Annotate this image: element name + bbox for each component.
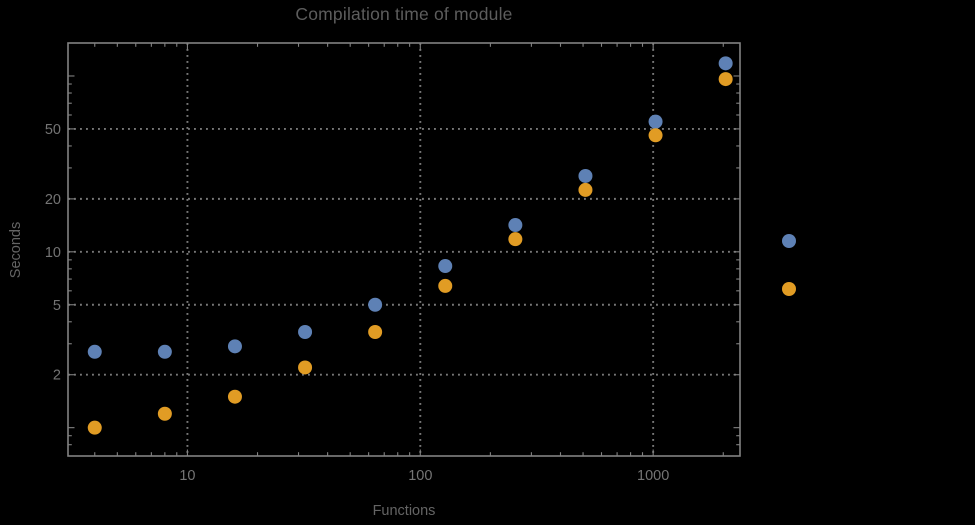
y-tick-label: 10 xyxy=(45,245,61,261)
data-point-series-2-orange xyxy=(508,232,523,247)
data-point-series-1-blue xyxy=(298,324,313,339)
x-tick-label: 1000 xyxy=(637,468,669,484)
y-tick-label: 20 xyxy=(45,192,61,208)
chart-title: Compilation time of module xyxy=(295,4,513,24)
x-tick-label: 100 xyxy=(408,468,432,484)
data-point-series-1-blue xyxy=(648,114,663,129)
data-point-series-2-orange xyxy=(157,406,172,421)
data-point-series-1-blue xyxy=(87,344,102,359)
data-point-series-1-blue xyxy=(578,168,593,183)
data-point-series-1-blue xyxy=(368,297,383,312)
y-axis-label: Seconds xyxy=(8,221,24,279)
x-axis-label: Functions xyxy=(372,503,436,519)
y-tick-label: 50 xyxy=(45,122,61,138)
data-point-series-2-orange xyxy=(368,324,383,339)
data-point-series-1-blue xyxy=(508,218,523,233)
data-point-series-2-orange xyxy=(648,128,663,143)
data-point-series-1-blue xyxy=(718,56,733,71)
legend-marker-series-1-blue xyxy=(782,234,796,248)
data-point-series-2-orange xyxy=(438,278,453,293)
data-point-series-2-orange xyxy=(718,72,733,87)
y-tick-label: 5 xyxy=(53,298,61,314)
data-point-series-2-orange xyxy=(87,420,102,435)
x-tick-label: 10 xyxy=(179,468,195,484)
data-point-series-2-orange xyxy=(298,360,313,375)
data-point-series-2-orange xyxy=(578,182,593,197)
data-point-series-1-blue xyxy=(438,259,453,274)
data-point-series-2-orange xyxy=(227,389,242,404)
y-tick-label: 2 xyxy=(53,368,61,384)
data-point-series-1-blue xyxy=(157,344,172,359)
plot-frame xyxy=(67,42,741,457)
legend-marker-series-2-orange xyxy=(782,282,796,296)
data-point-series-1-blue xyxy=(227,339,242,354)
